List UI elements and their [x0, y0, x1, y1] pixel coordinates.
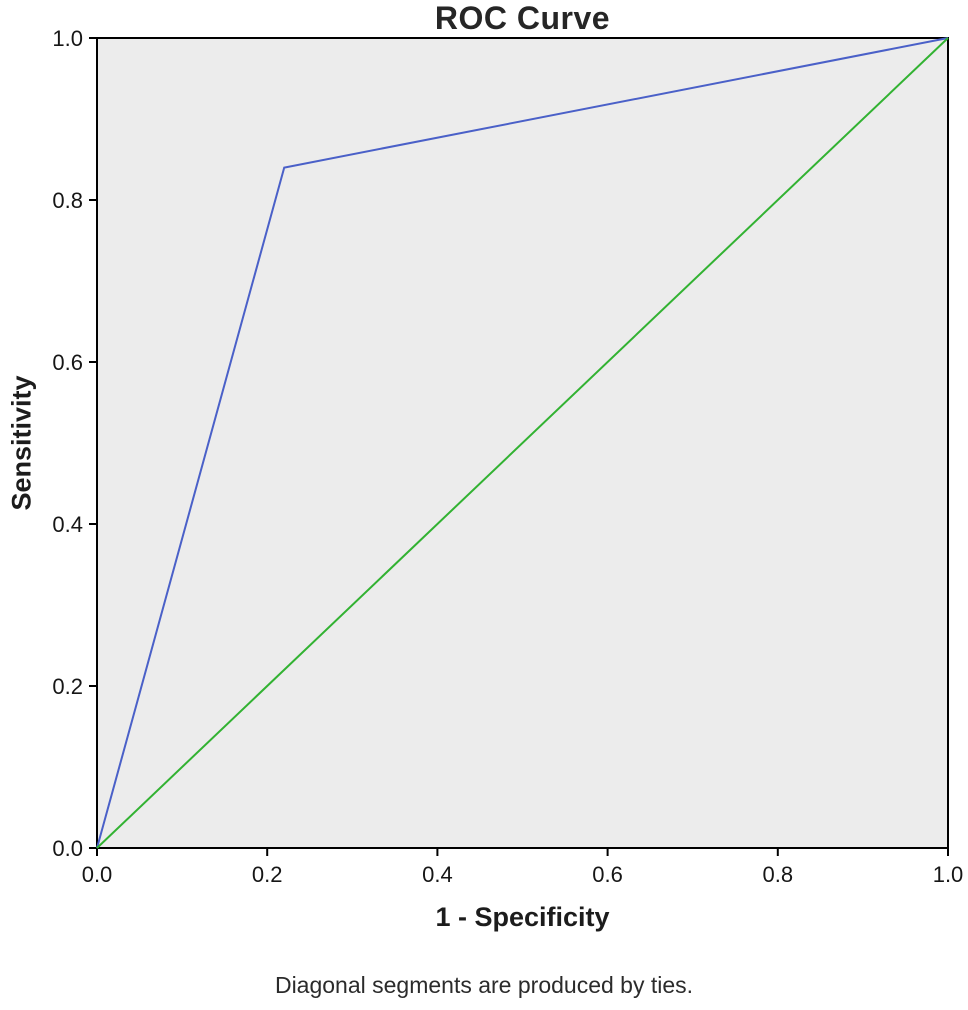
reference-diagonal-line	[96, 37, 949, 849]
y-tick-label: 1.0	[52, 26, 83, 51]
chart-footnote: Diagonal segments are produced by ties.	[274, 972, 694, 998]
x-tick-label: 1.0	[933, 862, 964, 887]
x-tick-label: 0.6	[592, 862, 623, 887]
y-tick-label: 0.2	[52, 674, 83, 699]
roc-curve-line	[96, 37, 949, 849]
y-tick-label: 0.8	[52, 188, 83, 213]
y-tick-label: 0.4	[52, 512, 83, 537]
x-tick-label: 0.2	[252, 862, 283, 887]
x-axis-label: 1 - Specificity	[435, 902, 610, 932]
y-tick-label: 0.0	[52, 836, 83, 861]
chart-title: ROC Curve	[434, 0, 611, 36]
x-tick-label: 0.4	[422, 862, 453, 887]
x-tick-label: 0.8	[763, 862, 794, 887]
y-tick-label: 0.6	[52, 350, 83, 375]
x-tick-label: 0.0	[82, 862, 113, 887]
